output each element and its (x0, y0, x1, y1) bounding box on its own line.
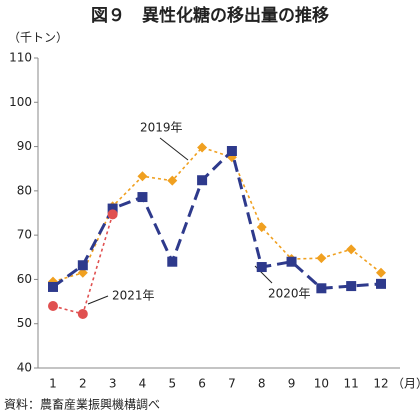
marker (256, 262, 267, 273)
x-tick-label: 11 (344, 377, 359, 391)
marker (226, 146, 237, 156)
x-tick-label: 5 (168, 377, 176, 391)
marker (286, 256, 297, 267)
x-tick-label: 10 (314, 377, 329, 391)
y-tick-label: 90 (17, 139, 32, 153)
marker (197, 175, 208, 186)
x-tick-label: 7 (228, 377, 236, 391)
series-label: 2019年 (140, 121, 183, 135)
leader-line (87, 295, 109, 305)
x-tick-label: 4 (139, 377, 147, 391)
y-tick-label: 40 (17, 361, 32, 375)
marker (77, 267, 88, 278)
marker (256, 222, 267, 233)
marker (48, 301, 58, 311)
y-tick-label: 60 (17, 272, 32, 286)
x-tick-label: 12 (373, 377, 388, 391)
marker (167, 175, 178, 186)
series-label: 2020年 (268, 287, 311, 301)
leader-line (159, 137, 189, 161)
marker (376, 278, 386, 289)
x-axis-label: （月） (392, 377, 420, 391)
x-tick-label: 9 (288, 377, 296, 391)
marker (107, 203, 118, 214)
x-tick-label: 3 (109, 377, 117, 391)
marker (137, 192, 148, 203)
source: 資料：農畜産業振興機構調べ (4, 397, 160, 412)
y-tick-label: 80 (17, 183, 32, 197)
x-tick-label: 6 (198, 377, 206, 391)
marker (137, 171, 148, 182)
marker (197, 142, 208, 153)
y-tick-label: 110 (9, 51, 32, 65)
y-tick-label: 50 (17, 316, 32, 330)
marker (48, 281, 58, 292)
marker (107, 209, 118, 220)
series-label: 2021年 (112, 289, 155, 303)
y-tick-label: 100 (9, 95, 32, 109)
marker (316, 283, 327, 294)
marker (346, 281, 357, 292)
x-tick-label: 2 (79, 377, 87, 391)
marker (376, 267, 386, 278)
series-line (52, 148, 382, 290)
marker (77, 260, 88, 271)
marker (167, 256, 178, 267)
marker (316, 253, 327, 264)
x-tick-label: 8 (258, 377, 266, 391)
marker (77, 308, 88, 319)
marker (346, 244, 357, 255)
y-axis-label: （千トン） (8, 31, 68, 45)
chart-title: 図９ 異性化糖の移出量の推移 (91, 5, 329, 26)
y-tick-label: 70 (17, 228, 32, 242)
x-tick-label: 1 (49, 377, 57, 391)
